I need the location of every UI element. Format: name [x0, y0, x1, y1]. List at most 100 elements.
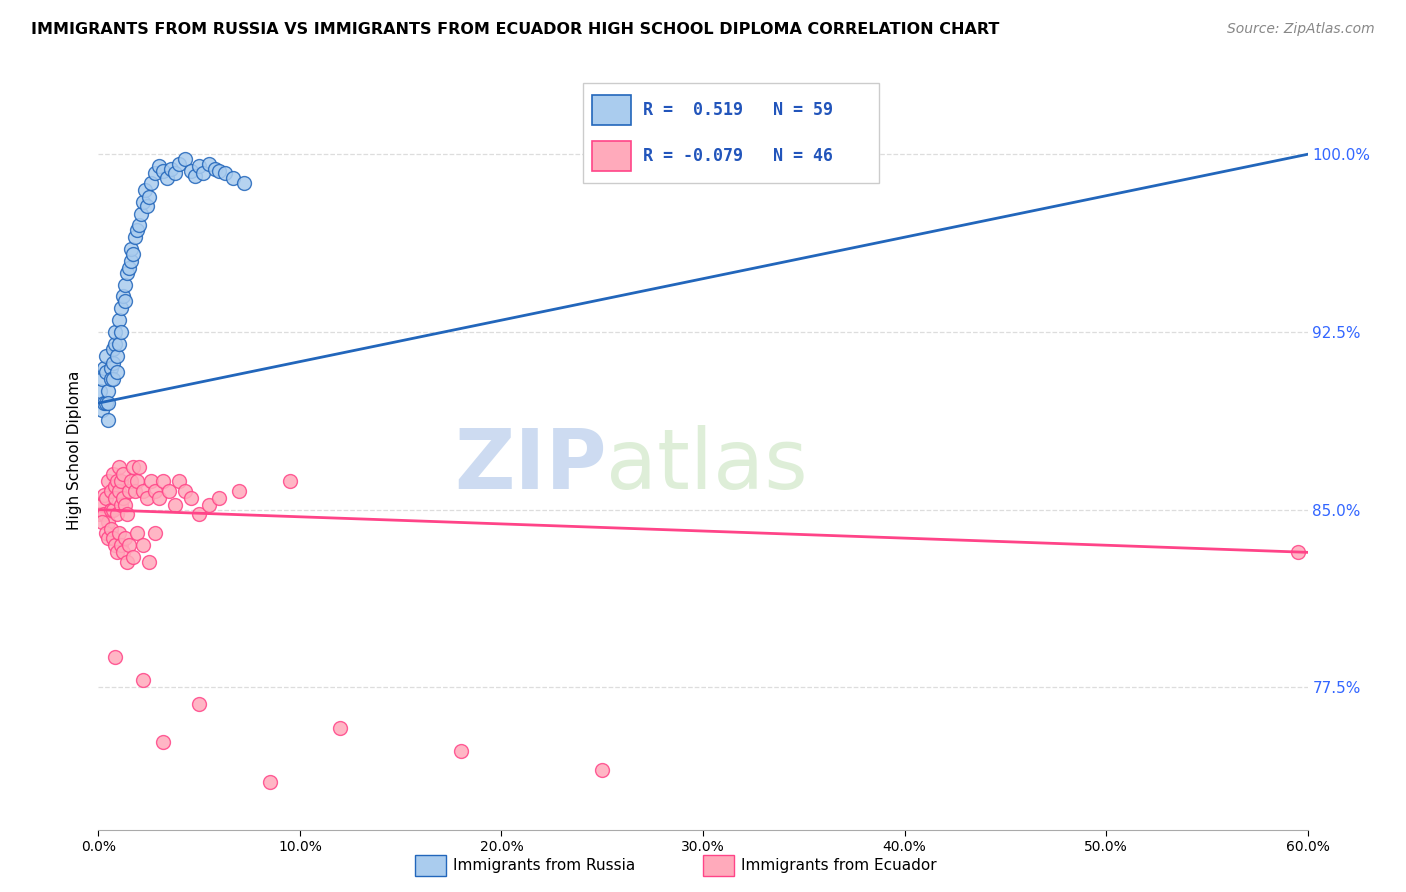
Point	[96, 396, 118, 410]
Point	[101, 531, 124, 545]
FancyBboxPatch shape	[592, 95, 631, 125]
Point	[107, 313, 129, 327]
Point	[152, 164, 174, 178]
Point	[96, 526, 118, 541]
Point	[222, 171, 245, 186]
Point	[107, 526, 129, 541]
Point	[148, 159, 170, 173]
Text: ZIP: ZIP	[454, 425, 606, 506]
Point	[115, 508, 138, 522]
Point	[180, 491, 202, 505]
Point	[91, 403, 114, 417]
Text: Immigrants from Russia: Immigrants from Russia	[453, 858, 636, 872]
Point	[121, 550, 143, 565]
Point	[278, 475, 301, 489]
Point	[93, 360, 115, 375]
Point	[110, 325, 132, 339]
Point	[174, 152, 197, 166]
Point	[135, 491, 157, 505]
FancyBboxPatch shape	[583, 83, 879, 183]
Point	[111, 545, 134, 559]
Point	[198, 157, 221, 171]
Point	[107, 460, 129, 475]
Point	[91, 372, 114, 386]
Point	[93, 488, 115, 502]
Point	[129, 206, 152, 220]
Point	[135, 199, 157, 213]
Point	[143, 166, 166, 180]
Point	[120, 242, 142, 256]
Point	[450, 744, 472, 758]
Point	[232, 176, 254, 190]
Point	[105, 349, 128, 363]
Point	[97, 384, 120, 399]
Point	[107, 483, 129, 498]
Point	[121, 247, 143, 261]
Point	[105, 365, 128, 379]
Point	[118, 260, 141, 275]
Point	[167, 157, 190, 171]
Text: R =  0.519   N = 59: R = 0.519 N = 59	[643, 101, 832, 119]
Point	[115, 555, 138, 569]
Point	[110, 538, 132, 552]
Point	[97, 475, 120, 489]
Point	[132, 538, 155, 552]
Point	[114, 498, 136, 512]
Point	[100, 522, 122, 536]
Point	[105, 545, 128, 559]
Point	[120, 253, 142, 268]
Point	[152, 475, 174, 489]
FancyBboxPatch shape	[592, 141, 631, 171]
Point	[591, 764, 613, 778]
Point	[93, 508, 115, 522]
Point	[110, 475, 132, 489]
Point	[96, 349, 118, 363]
Point	[174, 483, 197, 498]
Point	[124, 230, 146, 244]
Point	[1286, 545, 1309, 559]
Point	[111, 289, 134, 303]
Point	[107, 336, 129, 351]
Point	[121, 460, 143, 475]
Point	[214, 166, 236, 180]
Y-axis label: High School Diploma: High School Diploma	[67, 371, 83, 530]
Point	[139, 475, 162, 489]
Point	[118, 538, 141, 552]
Point	[103, 336, 125, 351]
Text: R = -0.079   N = 46: R = -0.079 N = 46	[643, 147, 832, 165]
Point	[188, 697, 211, 711]
Point	[101, 342, 124, 356]
Point	[97, 531, 120, 545]
Point	[180, 164, 202, 178]
Point	[124, 483, 146, 498]
Point	[329, 721, 352, 735]
Point	[103, 538, 125, 552]
Point	[125, 223, 148, 237]
Text: Immigrants from Ecuador: Immigrants from Ecuador	[741, 858, 936, 872]
Point	[91, 498, 114, 512]
Point	[188, 508, 211, 522]
Point	[132, 483, 155, 498]
Point	[96, 365, 118, 379]
Point	[156, 171, 179, 186]
Point	[259, 775, 281, 789]
Point	[184, 169, 207, 183]
Point	[101, 356, 124, 370]
Point	[101, 372, 124, 386]
Point	[138, 555, 160, 569]
Point	[89, 384, 111, 399]
Point	[132, 673, 155, 688]
Point	[139, 176, 162, 190]
Point	[103, 479, 125, 493]
Point	[96, 491, 118, 505]
Point	[100, 360, 122, 375]
Point	[228, 483, 250, 498]
Point	[111, 467, 134, 482]
Point	[208, 491, 231, 505]
Point	[105, 475, 128, 489]
Point	[103, 491, 125, 505]
Text: Source: ZipAtlas.com: Source: ZipAtlas.com	[1227, 22, 1375, 37]
Point	[101, 467, 124, 482]
Point	[134, 183, 156, 197]
Point	[167, 475, 190, 489]
